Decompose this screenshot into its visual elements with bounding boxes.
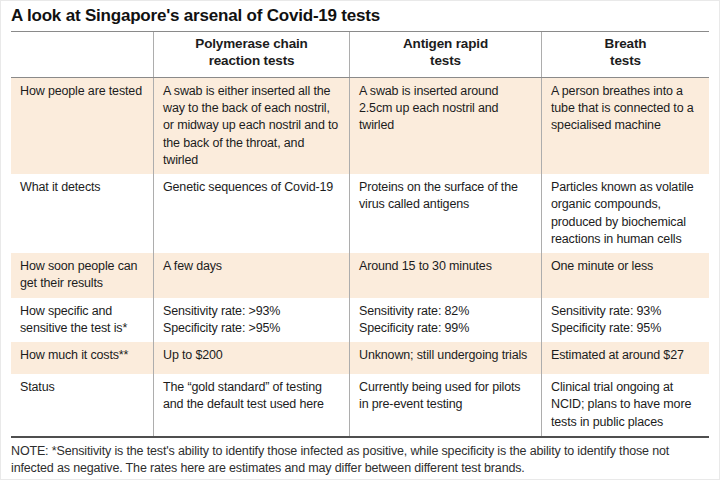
header-empty-cell — [11, 32, 153, 77]
cell-antigen: Unknown; still undergoing trials — [349, 342, 541, 374]
row-label: How much it costs** — [11, 342, 153, 374]
cell-pcr: A few days — [153, 253, 349, 298]
cell-breath: Particles known as volatile organic comp… — [541, 174, 709, 253]
cell-pcr: Up to $200 — [153, 342, 349, 374]
cell-antigen: Sensitivity rate: 82% Specificity rate: … — [349, 298, 541, 343]
cell-antigen: A swab is inserted around 2.5cm up each … — [349, 78, 541, 174]
cell-breath: A person breathes into a tube that is co… — [541, 78, 709, 174]
cell-breath: One minute or less — [541, 253, 709, 298]
cell-antigen: Proteins on the surface of the virus cal… — [349, 174, 541, 253]
cell-antigen: Currently being used for pilots in pre-e… — [349, 374, 541, 436]
cell-antigen: Around 15 to 30 minutes — [349, 253, 541, 298]
column-header-pcr: Polymerase chain reaction tests — [153, 32, 349, 77]
table-header-row: Polymerase chain reaction tests Antigen … — [11, 32, 709, 78]
row-label: How people are tested — [11, 78, 153, 174]
cell-pcr: The “gold standard” of testing and the d… — [153, 374, 349, 436]
cell-breath: Estimated at around $27 — [541, 342, 709, 374]
table-row-status: Status The “gold standard” of testing an… — [11, 374, 709, 436]
row-label: How soon people can get their results — [11, 253, 153, 298]
table-row-cost: How much it costs** Up to $200 Unknown; … — [11, 342, 709, 374]
table-row-how-tested: How people are tested A swab is either i… — [11, 78, 709, 174]
cell-pcr: Genetic sequences of Covid-19 — [153, 174, 349, 253]
infographic: A look at Singapore's arsenal of Covid-1… — [0, 0, 720, 480]
cell-breath: Clinical trial ongoing at NCID; plans to… — [541, 374, 709, 436]
column-header-breath: Breath tests — [541, 32, 709, 77]
tests-table: Polymerase chain reaction tests Antigen … — [11, 31, 709, 438]
cell-pcr: Sensitivity rate: >93% Specificity rate:… — [153, 298, 349, 343]
footnote-sensitivity: NOTE: *Sensitivity is the test's ability… — [11, 443, 709, 477]
table-row-what-detects: What it detects Genetic sequences of Cov… — [11, 174, 709, 253]
cell-breath: Sensitivity rate: 93% Specificity rate: … — [541, 298, 709, 343]
cell-pcr: A swab is either inserted all the way to… — [153, 78, 349, 174]
row-label: How specific and sensitive the test is* — [11, 298, 153, 343]
row-label: What it detects — [11, 174, 153, 253]
footnotes: NOTE: *Sensitivity is the test's ability… — [11, 438, 709, 480]
table-row-specificity: How specific and sensitive the test is* … — [11, 298, 709, 343]
row-label: Status — [11, 374, 153, 436]
column-header-antigen: Antigen rapid tests — [349, 32, 541, 77]
table-row-how-soon: How soon people can get their results A … — [11, 253, 709, 298]
infographic-title: A look at Singapore's arsenal of Covid-1… — [11, 6, 709, 26]
